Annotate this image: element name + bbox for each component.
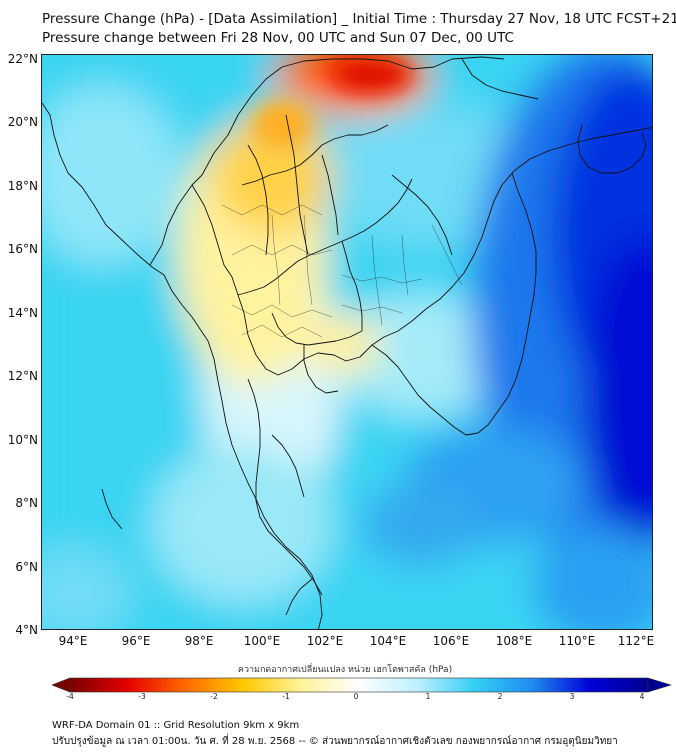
pressure-change-map <box>41 54 653 630</box>
lon-label: 100°E <box>243 634 281 648</box>
colorbar-tick: -4 <box>66 692 74 701</box>
lon-label: 110°E <box>558 634 596 648</box>
lon-label: 104°E <box>369 634 407 648</box>
colorbar-tick: -2 <box>210 692 218 701</box>
lat-label: 12°N <box>7 369 38 383</box>
lat-label: 14°N <box>7 306 38 320</box>
colorbar-tick: 0 <box>353 692 359 701</box>
lat-label: 18°N <box>7 179 38 193</box>
lon-label: 112°E <box>617 634 655 648</box>
colorbar <box>51 677 673 693</box>
footer-domain-info: WRF-DA Domain 01 :: Grid Resolution 9km … <box>52 720 300 731</box>
lon-label: 102°E <box>306 634 344 648</box>
lat-label: 6°N <box>15 560 38 574</box>
lon-label: 96°E <box>121 634 151 648</box>
lon-label: 108°E <box>495 634 533 648</box>
lat-label: 20°N <box>7 115 38 129</box>
colorbar-tick: 1 <box>425 692 431 701</box>
colorbar-tick: 3 <box>569 692 575 701</box>
colorbar-tick: -3 <box>138 692 146 701</box>
lon-label: 98°E <box>184 634 214 648</box>
colorbar-tick: -1 <box>282 692 290 701</box>
lat-label: 16°N <box>7 242 38 256</box>
lon-label: 94°E <box>58 634 88 648</box>
lat-label: 10°N <box>7 433 38 447</box>
lat-label: 4°N <box>15 623 38 637</box>
chart-subtitle: Pressure change between Fri 28 Nov, 00 U… <box>42 30 514 46</box>
colorbar-tick: 2 <box>497 692 503 701</box>
footer-credit: ปรับปรุงข้อมูล ณ เวลา 01:00น. วัน ศ. ที่… <box>52 736 618 747</box>
lon-label: 106°E <box>432 634 470 648</box>
colorbar-title: ความกดอากาศเปลี่ยนแปลง หน่วย เฮกโตพาสคัล… <box>237 665 453 675</box>
chart-title: Pressure Change (hPa) - [Data Assimilati… <box>42 11 676 27</box>
lat-label: 22°N <box>7 52 38 66</box>
colorbar-tick: 4 <box>639 692 645 701</box>
lat-label: 8°N <box>15 496 38 510</box>
